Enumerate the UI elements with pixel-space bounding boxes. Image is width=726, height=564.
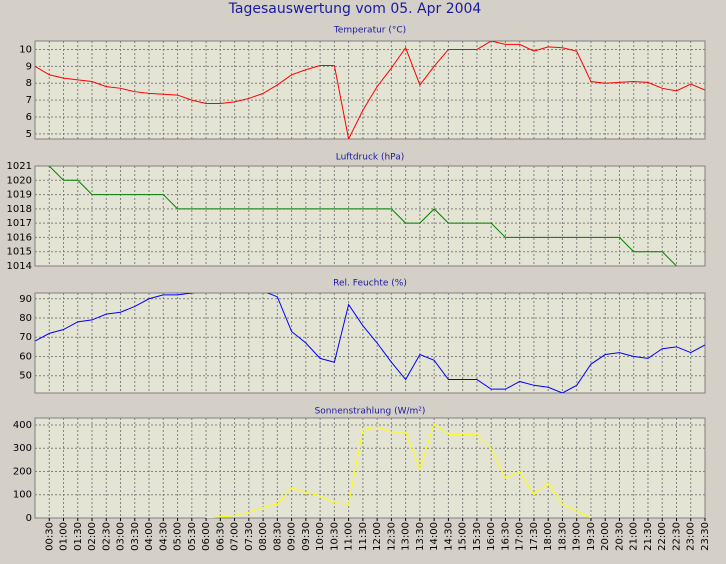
x-tick-label: 21:00	[629, 522, 640, 551]
x-tick-label: 20:00	[600, 522, 611, 551]
x-tick-label: 23:30	[700, 522, 711, 551]
y-tick-label: 50	[19, 371, 32, 382]
data-line	[35, 41, 705, 139]
x-tick-label: 03:00	[116, 522, 127, 551]
x-tick-label: 11:30	[358, 522, 369, 551]
y-tick-label: 6	[26, 112, 32, 123]
x-tick-label: 22:30	[671, 522, 682, 551]
x-tick-label: 02:30	[101, 522, 112, 551]
y-tick-label: 300	[13, 443, 32, 454]
y-tick-label: 1015	[7, 247, 32, 258]
y-tick-label: 1019	[7, 190, 32, 201]
y-tick-label: 1021	[7, 161, 32, 172]
x-tick-label: 22:00	[657, 522, 668, 551]
x-tick-label: 14:00	[429, 522, 440, 551]
x-tick-label: 15:30	[472, 522, 483, 551]
x-tick-label: 10:30	[329, 522, 340, 551]
y-tick-label: 5	[26, 129, 32, 140]
x-tick-label: 12:30	[386, 522, 397, 551]
y-tick-label: 100	[13, 490, 32, 501]
x-tick-label: 08:00	[258, 522, 269, 551]
x-tick-label: 07:00	[230, 522, 241, 551]
y-tick-label: 0	[26, 513, 32, 524]
panel-title: Sonnenstrahlung (W/m²)	[315, 407, 426, 417]
plot-area	[34, 292, 706, 394]
x-tick-label: 23:00	[686, 522, 697, 551]
data-line	[206, 422, 592, 518]
x-tick-label: 07:30	[244, 522, 255, 551]
y-tick-label: 60	[19, 351, 32, 362]
x-tick-label: 21:30	[643, 522, 654, 551]
x-tick-label: 06:30	[215, 522, 226, 551]
x-tick-label: 19:00	[572, 522, 583, 551]
x-tick-label: 16:00	[486, 522, 497, 551]
panel-title: Rel. Feuchte (%)	[333, 279, 407, 289]
x-tick-label: 01:00	[59, 522, 70, 551]
x-tick-label: 03:30	[130, 522, 141, 551]
y-tick-label: 1020	[7, 175, 32, 186]
x-tick-label: 10:00	[315, 522, 326, 551]
y-tick-label: 1014	[7, 261, 32, 272]
x-tick-label: 20:30	[614, 522, 625, 551]
panel-title: Temperatur (°C)	[333, 26, 406, 36]
y-tick-label: 200	[13, 466, 32, 477]
panel-title: Luftdruck (hPa)	[336, 153, 405, 163]
x-tick-label: 04:00	[144, 522, 155, 551]
x-tick-label: 01:30	[73, 522, 84, 551]
x-tick-label: 13:30	[415, 522, 426, 551]
x-tick-label: 19:30	[586, 522, 597, 551]
x-tick-label: 12:00	[372, 522, 383, 551]
x-tick-label: 13:00	[401, 522, 412, 551]
x-tick-label: 17:30	[529, 522, 540, 551]
x-tick-label: 06:00	[201, 522, 212, 551]
y-tick-label: 70	[19, 332, 32, 343]
plot-area	[34, 165, 706, 267]
x-tick-label: 08:30	[272, 522, 283, 551]
x-tick-label: 17:00	[515, 522, 526, 551]
data-line	[48, 166, 677, 266]
x-tick-label: 11:00	[344, 522, 355, 551]
x-tick-label: 16:30	[500, 522, 511, 551]
y-tick-label: 8	[26, 78, 32, 89]
y-tick-label: 7	[26, 95, 32, 106]
x-tick-label: 18:00	[543, 522, 554, 551]
x-tick-label: 14:30	[443, 522, 454, 551]
plot-area	[34, 40, 706, 140]
chart-title: Tagesauswertung vom 05. Apr 2004	[228, 1, 482, 17]
y-tick-label: 1017	[7, 218, 32, 229]
y-tick-label: 80	[19, 313, 32, 324]
y-tick-label: 9	[26, 61, 32, 72]
x-tick-label: 09:30	[301, 522, 312, 551]
plot-area	[34, 417, 706, 519]
y-tick-label: 1018	[7, 204, 32, 215]
x-tick-label: 05:30	[187, 522, 198, 551]
x-tick-label: 04:30	[158, 522, 169, 551]
x-tick-label: 09:00	[287, 522, 298, 551]
y-tick-label: 10	[19, 44, 32, 55]
y-tick-label: 1016	[7, 232, 32, 243]
y-tick-label: 90	[19, 294, 32, 305]
x-tick-label: 00:30	[44, 522, 55, 551]
x-tick-label: 02:00	[87, 522, 98, 551]
data-line	[35, 293, 705, 393]
y-tick-label: 400	[13, 420, 32, 431]
x-tick-label: 15:00	[458, 522, 469, 551]
x-tick-label: 18:30	[557, 522, 568, 551]
x-tick-label: 05:00	[173, 522, 184, 551]
